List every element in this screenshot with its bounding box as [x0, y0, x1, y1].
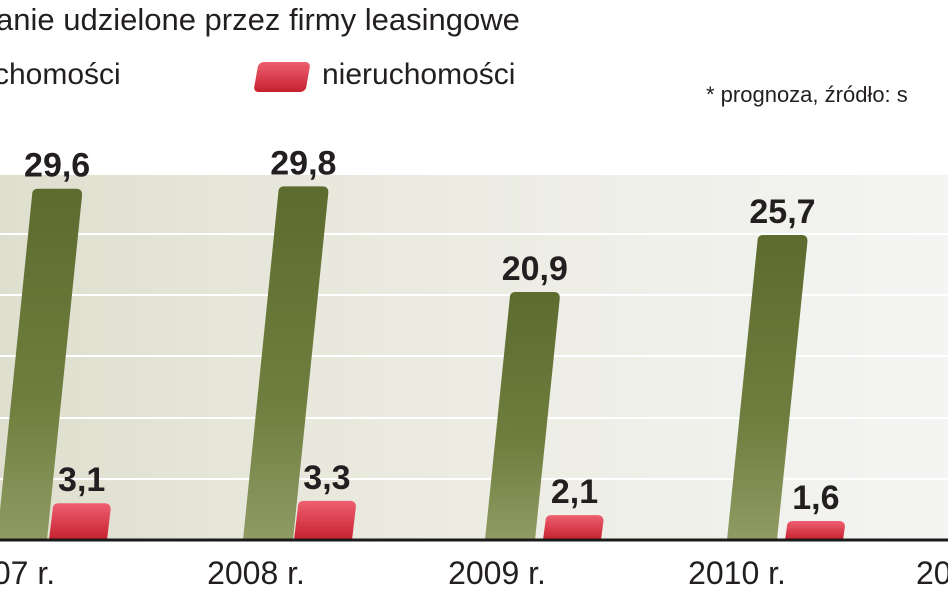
bar-movables — [243, 186, 329, 540]
bar-real-estate — [294, 500, 356, 540]
x-tick-label: 20 — [916, 555, 948, 591]
x-tick-label: 2009 r. — [448, 555, 546, 591]
value-label-movables: 25,7 — [749, 193, 815, 231]
value-label-movables: 29,6 — [24, 147, 90, 185]
bar-real-estate — [785, 521, 845, 540]
value-label-movables: 20,9 — [502, 250, 568, 288]
value-label-real-estate: 1,6 — [792, 479, 839, 517]
x-tick-label: 2008 r. — [207, 555, 305, 591]
bar-movables — [0, 188, 83, 540]
x-tick-label: 2010 r. — [688, 555, 786, 591]
value-label-real-estate: 2,1 — [551, 473, 598, 511]
value-label-real-estate: 3,1 — [58, 461, 105, 499]
x-tick-label: 07 r. — [0, 555, 55, 591]
value-label-real-estate: 3,3 — [303, 459, 350, 497]
source-note: * prognoza, źródło: s — [706, 82, 908, 107]
legend-label-real-estate: nieruchomości — [322, 58, 516, 91]
x-tick-labels: 07 r. 2008 r. 2009 r. 2010 r. 20 — [0, 555, 948, 591]
bar-movables — [485, 291, 560, 540]
value-label-movables: 29,8 — [270, 144, 336, 182]
chart-title: anie udzielone przez firmy leasingowe — [0, 2, 520, 37]
bars — [0, 186, 845, 540]
bar-real-estate — [543, 515, 604, 540]
legend-label-movables: chomości — [0, 58, 121, 91]
bar-movables — [727, 235, 808, 540]
bar-real-estate — [49, 503, 111, 540]
value-labels: 29,6 3,1 29,8 3,3 20,9 2,1 25,7 1,6 — [24, 144, 839, 517]
